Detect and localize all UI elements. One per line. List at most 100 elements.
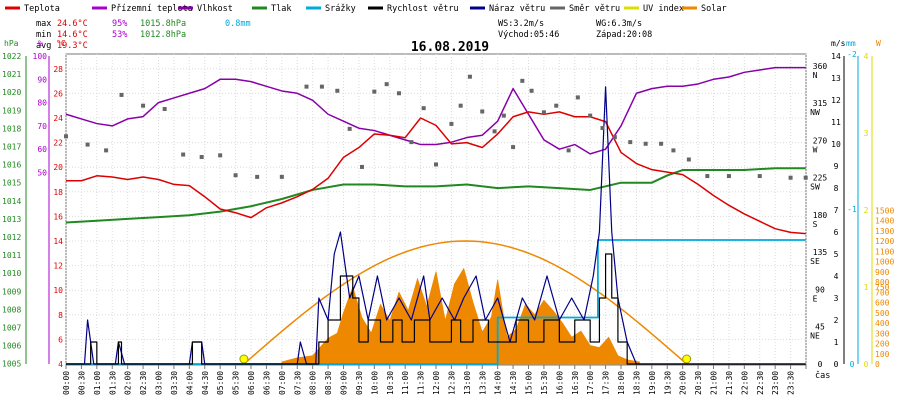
x-tick-label: 01:00	[93, 371, 102, 395]
y-tick-dir-name: W	[813, 145, 818, 154]
x-tick-label: 10:30	[386, 371, 395, 395]
wind-direction-point	[600, 126, 605, 131]
y-axis-label-ms: m/s	[831, 39, 846, 48]
y-tick-uv: 1	[864, 283, 869, 292]
wind-direction-point	[360, 164, 364, 169]
y-tick-degc: 8	[58, 311, 63, 320]
legend-label-6: Náraz větru	[489, 4, 545, 14]
wind-direction-point	[319, 84, 324, 89]
wind-direction-point	[659, 141, 664, 146]
y-tick-solar: 400	[875, 319, 890, 328]
stat-min-hum: 53%	[112, 30, 127, 40]
x-tick-label: 04:30	[201, 371, 210, 395]
wind-direction-point	[554, 103, 559, 108]
wind-direction-point	[255, 174, 260, 179]
x-tick-label: 09:30	[355, 371, 364, 395]
stat-avg-temp: 19.3°C	[57, 41, 88, 51]
legend-label-4: Srážky	[325, 4, 356, 14]
y-axis-label-hpa: hPa	[4, 39, 19, 48]
y-tick-solar: 750	[875, 283, 890, 292]
plot-area	[64, 66, 808, 365]
x-tick-label: 07:00	[278, 371, 287, 395]
y-tick-degc: 14	[53, 237, 63, 246]
y-tick-hpa: 1011	[2, 251, 21, 260]
series-rain	[66, 239, 806, 365]
y-tick-solar: 0	[875, 360, 880, 369]
wind-direction-point	[199, 155, 204, 160]
y-tick-ms: 12	[831, 96, 841, 105]
y-tick-solar: 600	[875, 299, 890, 308]
wind-direction-point	[409, 140, 414, 145]
x-axis-label: čas	[815, 370, 830, 381]
uv-marker-1	[682, 354, 692, 364]
stat-wind-speed: WS:3.2m/s	[498, 19, 544, 29]
x-tick-label: 08:30	[324, 371, 333, 395]
wind-direction-point	[501, 113, 506, 118]
wind-direction-point	[467, 74, 472, 79]
y-tick-solar: 200	[875, 340, 890, 349]
wind-direction-point	[566, 148, 571, 153]
stat-wind-gust: WG:6.3m/s	[596, 19, 642, 29]
x-tick-label: 05:30	[232, 371, 241, 395]
chart-title: 16.08.2019	[411, 40, 489, 55]
y-tick-hpa: 1017	[2, 143, 21, 152]
y-tick-degc: 28	[53, 65, 63, 74]
x-tick-label: 12:00	[432, 371, 441, 395]
wind-direction-point	[458, 103, 463, 108]
wind-direction-point	[788, 175, 793, 180]
legend-label-5: Rychlost větru	[387, 4, 459, 14]
y-tick-ms: 1	[834, 338, 839, 347]
wind-direction-point	[218, 153, 223, 158]
legend-label-7: Směr větru	[569, 4, 620, 14]
y-tick-solar: 500	[875, 309, 890, 318]
wind-direction-point	[372, 89, 377, 94]
wind-direction-point	[162, 106, 167, 111]
x-tick-label: 16:30	[571, 371, 580, 395]
y-tick-degc: 12	[53, 262, 63, 271]
y-tick-dir: 45	[815, 323, 825, 332]
stat-max-rain: 0.8mm	[225, 19, 251, 29]
x-tick-label: 15:00	[525, 371, 534, 395]
stats-panel: max 24.6°C 95% 1015.8hPa 0.8mm min 14.6°…	[36, 19, 652, 51]
stat-min-temp: 14.6°C	[57, 30, 88, 40]
y-tick-ms: 11	[831, 118, 841, 127]
y-tick-ms: 6	[834, 228, 839, 237]
y-axis-label-pct: %	[38, 39, 43, 48]
x-tick-label: 01:30	[108, 371, 117, 395]
y-tick-degc: 24	[53, 114, 63, 123]
y-tick-ms: 13	[831, 74, 841, 83]
y-tick-dir-name: N	[813, 71, 818, 80]
wind-direction-point	[541, 110, 546, 115]
y-tick-mm: 0	[850, 360, 855, 369]
y-axis-label-mm: mm	[846, 39, 856, 48]
stat-max-hum: 95%	[112, 19, 127, 29]
wind-direction-point	[705, 174, 710, 179]
y-tick-dir: 360	[813, 62, 828, 71]
wind-direction-point	[347, 126, 352, 131]
wind-direction-point	[384, 82, 389, 87]
y-tick-hpa: 1021	[2, 70, 21, 79]
x-tick-label: 11:30	[417, 371, 426, 395]
y-tick-degc: 20	[53, 163, 63, 172]
wind-direction-point	[304, 84, 309, 89]
y-tick-dir-name: E	[813, 294, 818, 303]
x-tick-label: 18:30	[632, 371, 641, 395]
x-tick-label: 00:30	[77, 371, 86, 395]
y-tick-hpa: 1006	[2, 342, 21, 351]
wind-direction-point	[104, 148, 109, 153]
wind-direction-point	[671, 148, 676, 153]
axes: 00:00 00:30 01:00 01:30 02:00 02:30 03:00 03:30…	[2, 39, 894, 395]
wind-direction-point	[119, 92, 124, 97]
y-tick-dir: 135	[813, 248, 828, 257]
y-tick-ms: 4	[834, 272, 839, 281]
wind-direction-point	[803, 175, 808, 180]
wind-direction-point	[643, 141, 648, 146]
x-tick-label: 22:00	[740, 371, 749, 395]
x-tick-label: 06:00	[247, 371, 256, 395]
y-tick-hpa: 1019	[2, 106, 21, 115]
y-tick-ms: 14	[831, 52, 841, 61]
y-tick-solar: 1300	[875, 227, 894, 236]
stat-min-press: 1012.8hPa	[140, 30, 186, 40]
y-tick-hpa: 1016	[2, 161, 21, 170]
wind-direction-point	[529, 88, 534, 93]
